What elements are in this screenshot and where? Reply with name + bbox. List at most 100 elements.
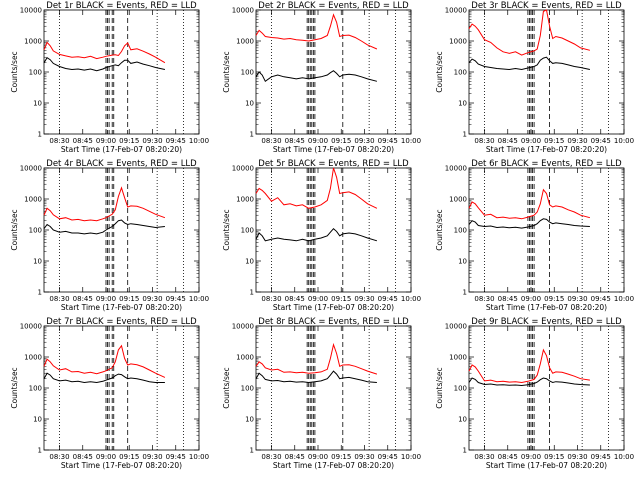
y-tick-label: 1 [38,131,42,139]
series-lld-line [468,9,591,56]
chart-panel: Det 9r BLACK = Events, RED = LLD10000100… [435,317,634,470]
x-tick-label: 08:30 [474,295,494,303]
y-axis-label: Counts/sec [222,209,231,250]
y-tick-label: 100 [29,69,42,77]
y-tick-label: 10 [33,258,42,266]
y-tick-label: 10000 [445,7,467,15]
y-axis-label: Counts/sec [435,367,444,408]
chart-panel: Det 7r BLACK = Events, RED = LLD10000100… [10,317,209,470]
series-events-line [43,57,166,72]
y-tick-label: 1 [250,131,254,139]
x-tick-label: 09:15 [331,295,351,303]
series-lld-line [43,344,166,378]
y-axis-label: Counts/sec [435,209,444,250]
x-tick-label: 09:00 [521,137,541,145]
y-tick-label: 10000 [20,165,42,173]
x-tick-label: 09:00 [521,453,541,461]
series-events-line [468,56,591,71]
x-tick-label: 09:15 [544,295,564,303]
y-tick-label: 1000 [24,354,42,362]
x-tick-label: 08:45 [73,137,93,145]
y-axis-label: Counts/sec [10,51,19,92]
x-tick-label: 08:45 [498,453,518,461]
series-events-line [255,70,378,83]
x-tick-label: 08:30 [49,137,69,145]
x-tick-label: 10:00 [401,453,421,461]
y-axis-label: Counts/sec [222,367,231,408]
y-axis-label: Counts/sec [10,367,19,408]
plot-frame [43,9,200,135]
x-tick-label: 09:15 [331,137,351,145]
x-tick-label: 09:15 [544,453,564,461]
y-tick-label: 1 [38,447,42,455]
chart-title: Det 4r BLACK = Events, RED = LLD [46,159,197,169]
y-tick-label: 10000 [232,7,254,15]
series-events-line [255,227,378,242]
x-tick-label: 09:30 [142,453,162,461]
y-tick-label: 10 [245,258,254,266]
y-tick-label: 1 [250,447,254,455]
x-tick-label: 09:30 [354,137,374,145]
x-tick-label: 08:45 [285,453,305,461]
y-tick-label: 1 [463,289,467,297]
y-tick-label: 10000 [20,323,42,331]
chart-title: Det 1r BLACK = Events, RED = LLD [46,1,197,11]
x-tick-label: 09:45 [378,137,398,145]
y-tick-label: 1000 [24,38,42,46]
x-axis-label: Start Time (17-Feb-07 08:20:20) [273,461,394,470]
y-tick-label: 10 [458,100,467,108]
x-axis-label: Start Time (17-Feb-07 08:20:20) [273,303,394,312]
x-tick-label: 09:45 [591,137,611,145]
x-tick-label: 09:45 [591,295,611,303]
y-tick-label: 100 [454,227,467,235]
series-lld-line [255,13,378,50]
chart-panel: Det 5r BLACK = Events, RED = LLD10000100… [222,159,421,312]
y-tick-label: 10000 [232,323,254,331]
y-tick-label: 100 [241,385,254,393]
y-tick-label: 10 [245,416,254,424]
y-tick-label: 10 [33,416,42,424]
x-tick-label: 09:30 [142,295,162,303]
chart-title: Det 3r BLACK = Events, RED = LLD [471,1,622,11]
y-tick-label: 10 [33,100,42,108]
x-tick-label: 08:30 [261,295,281,303]
y-tick-label: 100 [241,227,254,235]
x-tick-label: 09:15 [119,137,139,145]
x-axis-label: Start Time (17-Feb-07 08:20:20) [486,461,607,470]
x-tick-label: 10:00 [189,453,209,461]
plot-frame [255,167,412,293]
y-tick-label: 10 [458,258,467,266]
y-tick-label: 100 [29,385,42,393]
x-tick-label: 09:30 [354,295,374,303]
series-events-line [468,218,590,229]
x-axis-label: Start Time (17-Feb-07 08:20:20) [273,145,394,154]
chart-panel: Det 3r BLACK = Events, RED = LLD 10000 10 0… [435,1,634,154]
series-lld-line [468,188,591,220]
x-tick-label: 10:00 [189,295,209,303]
x-tick-label: 09:45 [166,453,186,461]
x-tick-label: 08:45 [498,137,518,145]
x-tick-label: 08:45 [285,295,305,303]
x-tick-label: 10:00 [401,295,421,303]
x-axis-label: Start Time (17-Feb-07 08:20:20) [61,303,182,312]
x-tick-label: 09:00 [308,137,328,145]
y-tick-label: 1000 [24,196,42,204]
y-tick-label: 1000 [236,196,254,204]
x-tick-label: 09:30 [567,453,587,461]
chart-title: Det 5r BLACK = Events, RED = LLD [258,159,409,169]
x-tick-label: 09:15 [544,137,564,145]
y-axis-label: Counts/sec [10,209,19,250]
x-tick-label: 09:45 [378,295,398,303]
plot-frame [255,9,412,135]
y-tick-label: 1 [463,131,467,139]
x-tick-label: 10:00 [614,453,634,461]
chart-title: Det 8r BLACK = Events, RED = LLD [258,317,409,327]
x-tick-label: 09:00 [308,295,328,303]
x-tick-label: 08:30 [261,453,281,461]
x-tick-label: 09:00 [96,137,116,145]
x-axis-label: Start Time (17-Feb-07 08:20:20) [486,145,607,154]
x-tick-label: 08:45 [73,453,93,461]
series-events-line [468,377,590,387]
x-tick-label: 09:45 [166,295,186,303]
